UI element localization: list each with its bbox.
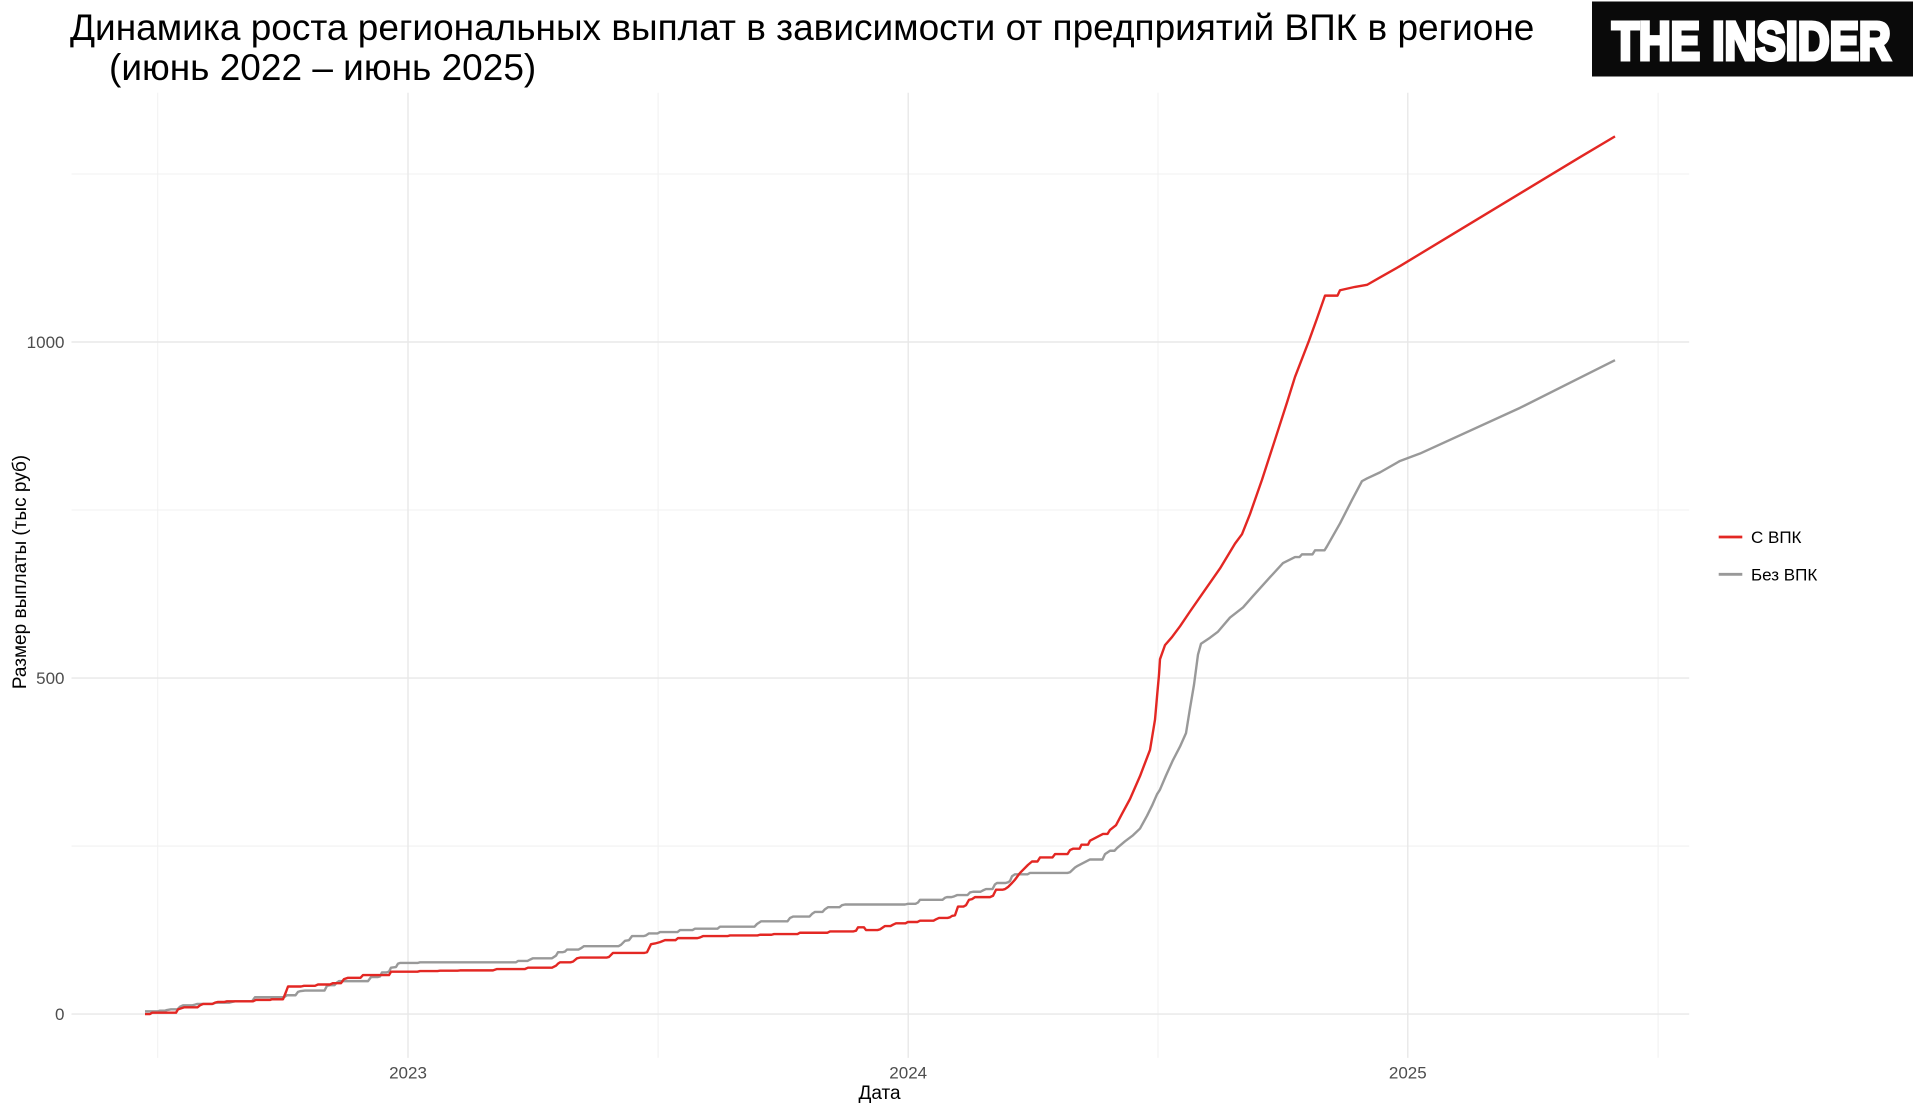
- svg-text:2025: 2025: [1389, 1064, 1427, 1083]
- svg-text:(июнь 2022 – июнь 2025): (июнь 2022 – июнь 2025): [109, 47, 536, 88]
- svg-text:2024: 2024: [889, 1064, 927, 1083]
- svg-text:0: 0: [55, 1005, 64, 1024]
- svg-text:С ВПК: С ВПК: [1751, 528, 1802, 547]
- svg-text:Дата: Дата: [858, 1083, 901, 1104]
- svg-text:500: 500: [36, 669, 64, 688]
- svg-text:THE INSIDER: THE INSIDER: [1612, 11, 1891, 71]
- svg-text:Размер выплаты (тыс руб): Размер выплаты (тыс руб): [10, 455, 31, 689]
- svg-text:2023: 2023: [389, 1064, 427, 1083]
- svg-text:Без ВПК: Без ВПК: [1751, 565, 1817, 584]
- svg-text:1000: 1000: [27, 333, 65, 352]
- svg-text:Динамика роста региональных вы: Динамика роста региональных выплат в зав…: [70, 7, 1534, 48]
